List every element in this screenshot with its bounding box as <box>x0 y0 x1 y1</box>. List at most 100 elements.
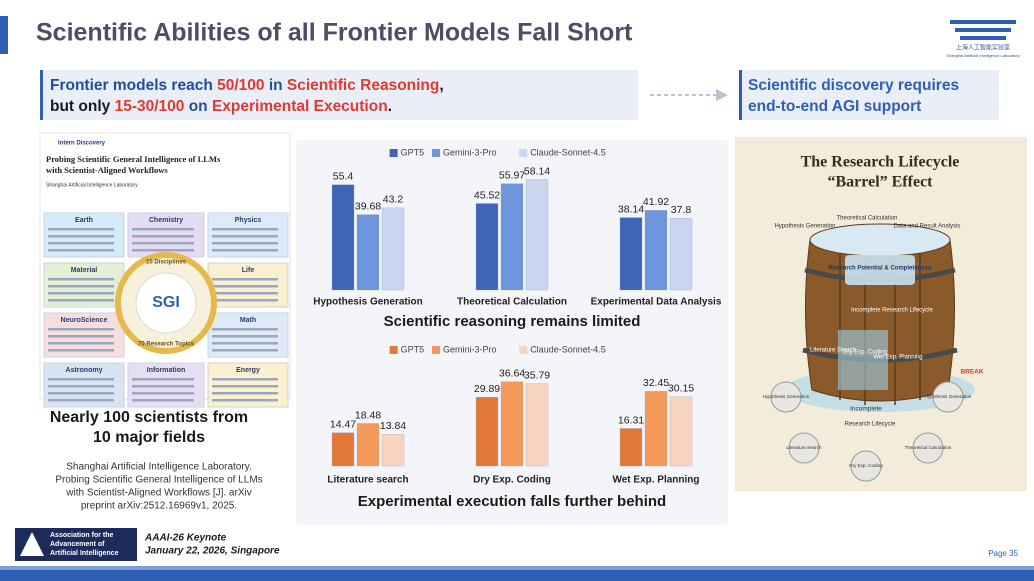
barrel-label: Incomplete <box>850 406 882 413</box>
discipline-item <box>212 242 278 245</box>
discipline-item <box>48 399 114 402</box>
discipline-item <box>212 349 278 352</box>
legend-label: Gemini-3-Pro <box>443 147 497 157</box>
callout-text: in <box>265 77 287 94</box>
barrel-label: Theoretical Calculation <box>836 216 897 222</box>
bar <box>644 391 668 467</box>
discipline-item <box>132 399 194 402</box>
bar <box>475 203 499 291</box>
barrel-illustration: The Research Lifecycle “Barrel” Effect H… <box>735 137 1027 491</box>
value-label: 36.64 <box>499 368 525 380</box>
barrel-label: Incomplete Research Lifecycle <box>851 308 933 314</box>
discipline-item <box>48 328 114 331</box>
discipline-item <box>212 328 278 331</box>
value-label: 35.79 <box>524 369 550 381</box>
value-label: 45.52 <box>474 189 500 201</box>
x-tick-label: Experimental Data Analysis <box>591 297 722 308</box>
callout-text: but only <box>50 98 115 115</box>
discipline-item <box>48 228 114 231</box>
discipline-item <box>48 292 114 295</box>
citation: Probing Scientific General Intelligence … <box>55 475 262 486</box>
value-label: 58.14 <box>524 165 550 177</box>
barrel-label: Dry Exp. Coding <box>843 350 887 356</box>
slide-title: Scientific Abilities of all Frontier Mod… <box>36 19 633 47</box>
bar <box>500 183 524 291</box>
discipline-item <box>212 342 278 345</box>
arrow-head <box>716 89 728 101</box>
discipline-item <box>48 385 114 388</box>
logo-bar <box>960 36 1006 40</box>
paper-title: Probing Scientific General Intelligence … <box>46 154 221 164</box>
callout-accent <box>40 70 43 120</box>
discipline-label: Information <box>147 367 186 374</box>
broken-staves <box>838 330 888 390</box>
bar <box>331 432 355 467</box>
citation: Shanghai Artificial Intelligence Laborat… <box>66 462 251 473</box>
page-number: Page 35 <box>988 549 1018 558</box>
value-label: 13.84 <box>380 420 406 432</box>
cycle-node <box>770 381 802 413</box>
callout-box <box>40 70 638 120</box>
bar <box>619 217 643 291</box>
discipline-label: Chemistry <box>149 217 183 224</box>
paper-title: with Scientist-Aligned Workflows <box>46 165 168 175</box>
cycle-node <box>932 381 964 413</box>
cycle-label: Literature Search <box>786 445 822 450</box>
callout-box <box>739 70 999 120</box>
discipline-item <box>48 342 114 345</box>
org-name: Artificial Intelligence <box>50 550 119 557</box>
bar <box>381 207 405 291</box>
legend-label: GPT5 <box>401 344 425 354</box>
discipline-item <box>212 228 278 231</box>
value-label: 14.47 <box>330 419 356 431</box>
footer-band-light <box>0 566 1034 570</box>
x-tick-label: Dry Exp. Coding <box>473 475 551 486</box>
citation: preprint arXiv:2512.16969v1, 2025. <box>81 501 237 512</box>
ring-inner <box>135 272 197 334</box>
bar <box>381 434 405 467</box>
x-tick-label: Hypothesis Generation <box>313 297 422 308</box>
discipline-label: Earth <box>75 217 93 224</box>
discipline-item <box>212 392 278 395</box>
aaai-logo-mark <box>20 532 44 556</box>
value-label: 39.68 <box>355 200 381 212</box>
discipline-item <box>48 242 114 245</box>
legend-swatch <box>432 346 440 354</box>
discipline-item <box>48 299 114 302</box>
legend-label: Claude-Sonnet-4.5 <box>530 147 606 157</box>
discipline-item <box>212 278 278 281</box>
discipline-item <box>132 242 194 245</box>
barrel-labels: Hypothesis Generation Theoretical Calcula… <box>763 216 984 482</box>
caption: 10 major fields <box>93 429 205 446</box>
discipline-label: NeuroScience <box>61 317 108 324</box>
discipline-label: Material <box>71 267 98 274</box>
discipline-label: Math <box>240 317 256 324</box>
discipline-item <box>212 399 278 402</box>
cycle-label: Hypothesis Generation <box>763 394 810 399</box>
discipline-label: Life <box>242 267 255 274</box>
discipline-item <box>212 378 278 381</box>
legend-swatch <box>389 149 398 157</box>
discipline-item <box>132 385 194 388</box>
paper-thumbnail: Intern Discovery Probing Scientific Gene… <box>39 132 291 408</box>
bar <box>669 396 693 467</box>
value-label: 43.2 <box>383 194 404 206</box>
discipline-item <box>212 235 278 238</box>
legend-swatch <box>389 346 398 354</box>
discipline-label: Astronomy <box>66 367 103 374</box>
discipline-item <box>48 249 114 252</box>
x-tick-label: Literature search <box>327 475 408 486</box>
value-label: 18.48 <box>355 409 381 421</box>
bar <box>619 428 643 467</box>
logo: 上海人工智能实验室 Shanghai Artificial Intelligen… <box>946 20 1020 58</box>
logo-text: 上海人工智能实验室 <box>956 44 1010 52</box>
legend-label: GPT5 <box>401 147 425 157</box>
callout-highlight: Experimental Execution <box>212 98 388 115</box>
logo-bar <box>955 28 1011 32</box>
value-label: 38.14 <box>618 203 644 215</box>
barrel-title: The Research Lifecycle <box>801 154 960 171</box>
ring-label: 10 Disciplines <box>146 260 187 266</box>
callout-highlight: Scientific Reasoning <box>287 77 439 94</box>
value-label: 30.15 <box>668 382 694 394</box>
